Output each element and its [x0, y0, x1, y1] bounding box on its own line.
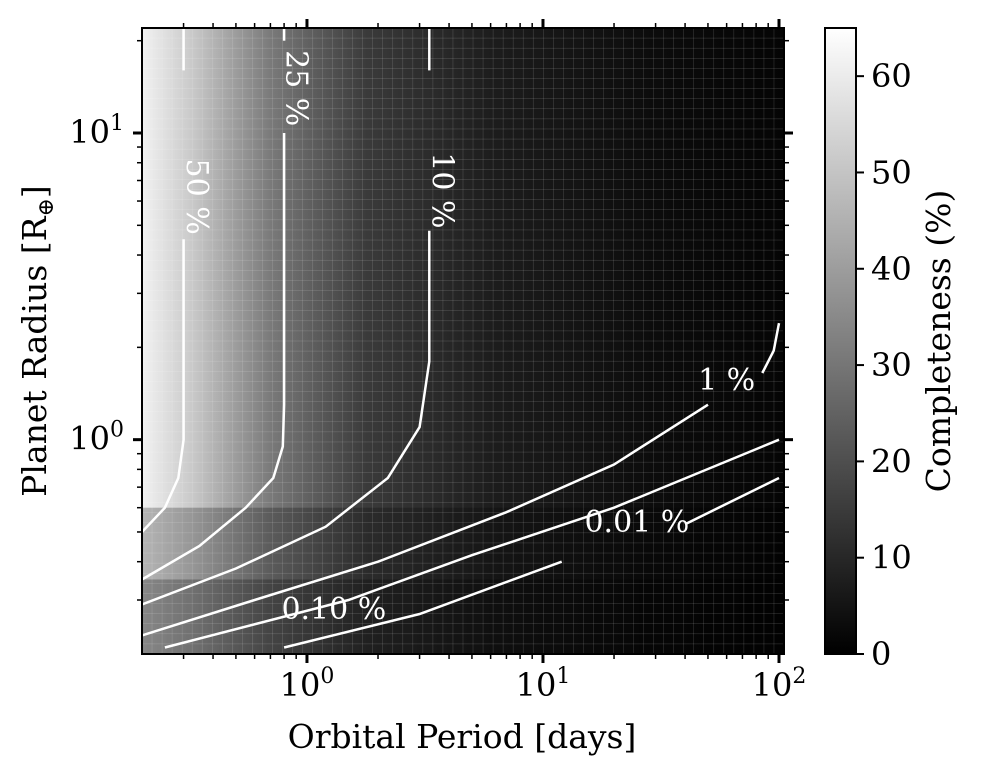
colorbar-tick-label: 50 — [871, 153, 912, 191]
heatmap-field — [142, 28, 784, 654]
x-axis-label: Orbital Period [days] — [288, 717, 637, 756]
heatmap: 50 % 25 % 10 % 1 % 0.10 % 0.01 % — [142, 28, 784, 654]
colorbar-label: Completeness (%) — [919, 190, 958, 493]
y-tick-label: 100 — [69, 418, 124, 458]
colorbar — [824, 27, 857, 655]
y-axis-label: Planet Radius [R⊕] — [15, 185, 59, 497]
y-axis-label-main: Planet Radius [R — [15, 215, 54, 496]
heatmap-lower-band — [142, 579, 784, 654]
contour-line-segment — [761, 322, 781, 374]
contour-label: 50 % — [179, 159, 214, 235]
x-tick-label: 102 — [752, 664, 807, 704]
contour-line — [142, 230, 431, 606]
contour-line — [164, 438, 780, 649]
y-axis-label-sub: ⊕ — [34, 198, 59, 216]
contour-line — [142, 239, 185, 533]
contour-label: 0.01 % — [584, 505, 689, 540]
grid-lines — [142, 28, 784, 654]
axis-ticks: 100 101 102 100 101 — [69, 19, 806, 704]
plot-frame — [141, 27, 785, 655]
contour-label: 1 % — [698, 363, 755, 398]
heatmap-cells — [142, 507, 784, 654]
colorbar-tick-label: 60 — [871, 57, 912, 95]
heatmap-lower-band — [142, 507, 784, 654]
contour-line — [283, 560, 563, 649]
colorbar-tick-label: 40 — [871, 250, 912, 288]
x-tick-label: 101 — [516, 664, 571, 704]
y-tick-label: 101 — [69, 111, 124, 151]
contour-line-segment — [684, 476, 780, 526]
colorbar-tick-label: 30 — [871, 346, 912, 384]
contour-label: 10 % — [424, 152, 459, 228]
contour-label: 0.10 % — [281, 592, 386, 627]
colorbar-ticks: 0 10 20 30 40 50 60 — [856, 57, 912, 673]
contour-label: 25 % — [279, 50, 314, 126]
colorbar-tick-label: 0 — [871, 635, 891, 673]
y-axis-label-close: ] — [15, 185, 54, 198]
colorbar-tick-label: 20 — [871, 442, 912, 480]
contour-line — [142, 403, 709, 637]
contour-lines: 50 % 25 % 10 % 1 % 0.10 % 0.01 % — [142, 28, 781, 649]
colorbar-tick-label: 10 — [871, 539, 912, 577]
x-tick-label: 100 — [280, 664, 335, 704]
contour-line — [142, 133, 286, 581]
